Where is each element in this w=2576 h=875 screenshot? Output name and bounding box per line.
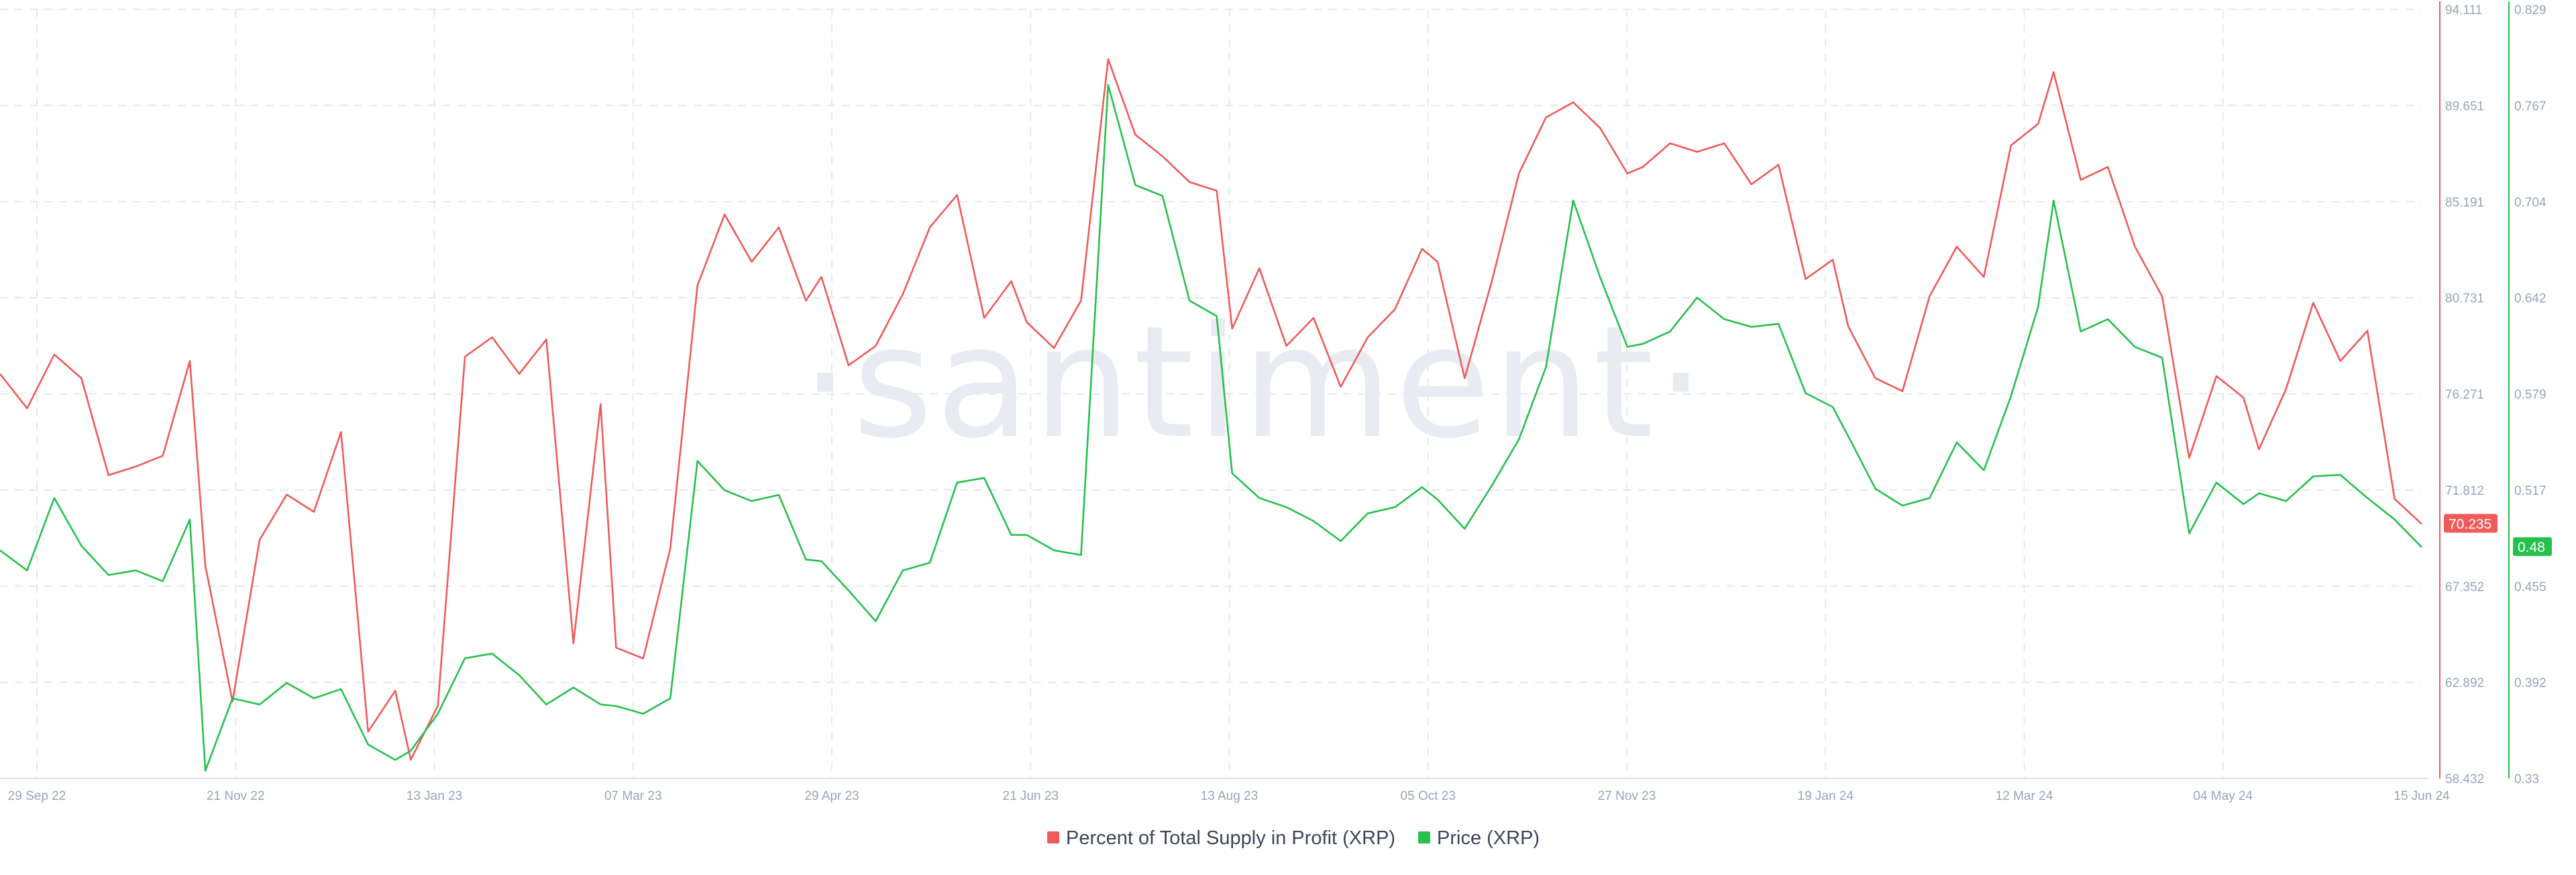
supply-in-profit-line [0, 58, 2422, 761]
right-y-tick-label: 0.517 [2514, 484, 2546, 498]
x-tick-label: 07 Mar 23 [604, 789, 662, 803]
left-y-tick-label: 94.111 [2445, 3, 2482, 17]
right-y-tick-label: 0.704 [2514, 196, 2546, 210]
x-tick-label: 15 Jun 24 [2394, 789, 2450, 803]
legend: Percent of Total Supply in Profit (XRP) … [1047, 827, 1540, 849]
x-tick-label: 27 Nov 23 [1598, 789, 1656, 803]
right-y-tick-label: 0.392 [2514, 677, 2546, 691]
x-tick-label: 19 Jan 24 [1798, 789, 1854, 803]
x-tick-label: 04 May 24 [2193, 789, 2253, 803]
left-y-tick-label: 76.271 [2445, 388, 2484, 402]
legend-label-price: Price (XRP) [1437, 827, 1540, 849]
right-y-tick-label: 0.767 [2514, 99, 2546, 113]
supply-last-value-badge-bg [2444, 514, 2498, 533]
series-layer [0, 58, 2422, 772]
right-y-tick-label: 0.579 [2514, 388, 2546, 402]
x-tick-label: 29 Sep 22 [8, 789, 66, 803]
axis-layer: 94.111 89.651 85.191 80.731 76.271 71.812 67.3… [0, 1, 2546, 803]
legend-swatch-price [1418, 831, 1430, 843]
x-tick-label: 21 Jun 23 [1003, 789, 1059, 803]
x-tick-label: 05 Oct 23 [1401, 789, 1456, 803]
left-y-tick-label: 89.651 [2445, 99, 2484, 113]
right-y-tick-label: 0.33 [2514, 772, 2539, 786]
right-y-tick-label: 0.829 [2514, 3, 2546, 17]
supply-last-value-badge: 70.235 [2444, 514, 2498, 533]
badge-layer: 70.235 0.48 [2444, 514, 2552, 557]
legend-label-supply-in-profit: Percent of Total Supply in Profit (XRP) [1066, 827, 1395, 849]
x-tick-label: 13 Jan 23 [407, 789, 462, 803]
supply-last-value-badge-text: 70.235 [2449, 517, 2491, 532]
x-tick-label: 12 Mar 24 [1996, 789, 2053, 803]
legend-swatch-supply-in-profit [1047, 831, 1059, 843]
legend-item-price[interactable]: Price (XRP) [1418, 827, 1540, 849]
price-last-value-badge-bg [2513, 537, 2552, 557]
price-line [0, 84, 2422, 772]
x-tick-label: 21 Nov 22 [207, 789, 265, 803]
right-y-tick-label: 0.455 [2514, 580, 2546, 594]
watermark: ·santiment· [801, 294, 1708, 473]
right-y-tick-label: 0.642 [2514, 292, 2546, 306]
left-y-tick-label: 85.191 [2445, 196, 2484, 210]
left-y-tick-label: 80.731 [2445, 292, 2484, 306]
legend-item-supply-in-profit[interactable]: Percent of Total Supply in Profit (XRP) [1047, 827, 1395, 849]
price-last-value-badge: 0.48 [2513, 537, 2552, 557]
x-tick-label: 29 Apr 23 [804, 789, 859, 803]
left-y-tick-label: 67.352 [2445, 580, 2484, 594]
left-y-tick-label: 62.892 [2445, 677, 2484, 691]
left-y-tick-label: 71.812 [2445, 484, 2484, 498]
left-y-tick-label: 58.432 [2445, 772, 2484, 786]
x-tick-label: 13 Aug 23 [1201, 789, 1258, 803]
price-last-value-badge-text: 0.48 [2518, 540, 2545, 555]
